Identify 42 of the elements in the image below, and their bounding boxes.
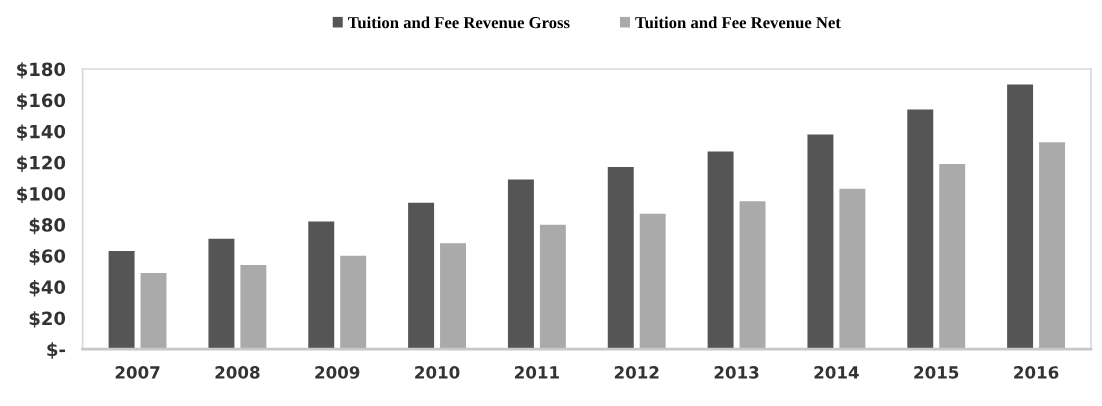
- bar: [340, 255, 367, 350]
- bar: [639, 213, 666, 350]
- x-tick-label: 2014: [814, 366, 859, 379]
- x-tick-label: 2011: [515, 366, 559, 379]
- x-tick-label: 2015: [914, 366, 959, 379]
- x-tick-label: 2012: [614, 366, 659, 379]
- y-tick-label: $160: [17, 93, 66, 110]
- y-tick-label: $120: [17, 155, 66, 172]
- x-tick-label: 2013: [714, 366, 759, 379]
- bar: [1039, 142, 1066, 350]
- bar: [907, 109, 934, 350]
- legend-label: Tuition and Fee Revenue Gross: [348, 16, 570, 29]
- y-tick-label: $100: [17, 186, 66, 204]
- legend-label: Tuition and Fee Revenue Net: [635, 16, 841, 29]
- bar: [707, 151, 734, 350]
- bar: [507, 179, 534, 350]
- x-tick-label: 2010: [415, 366, 460, 379]
- x-tick-label: 2016: [1014, 366, 1059, 379]
- bar: [308, 221, 335, 350]
- bar: [208, 238, 235, 350]
- y-tick-label: $80: [29, 217, 66, 235]
- bar: [539, 224, 566, 350]
- bar: [807, 134, 834, 350]
- bar: [739, 201, 766, 350]
- bar: [1007, 84, 1034, 350]
- x-tick-label: 2009: [315, 366, 360, 379]
- y-tick-label: $180: [17, 62, 66, 79]
- bar: [240, 265, 267, 350]
- bar: [108, 251, 135, 350]
- y-tick-label: $40: [29, 280, 66, 297]
- y-tick-label: $20: [29, 311, 66, 328]
- x-tick-label: 2007: [115, 366, 160, 379]
- bar: [140, 272, 167, 350]
- bar: [607, 167, 634, 350]
- x-tick-label: 2008: [215, 366, 260, 379]
- bar: [839, 188, 866, 350]
- y-tick-label: $60: [29, 248, 66, 266]
- bar: [408, 202, 435, 350]
- y-tick-label: $-: [47, 342, 65, 359]
- bar: [440, 243, 467, 350]
- y-tick-label: $140: [17, 124, 66, 141]
- bar: [939, 163, 966, 350]
